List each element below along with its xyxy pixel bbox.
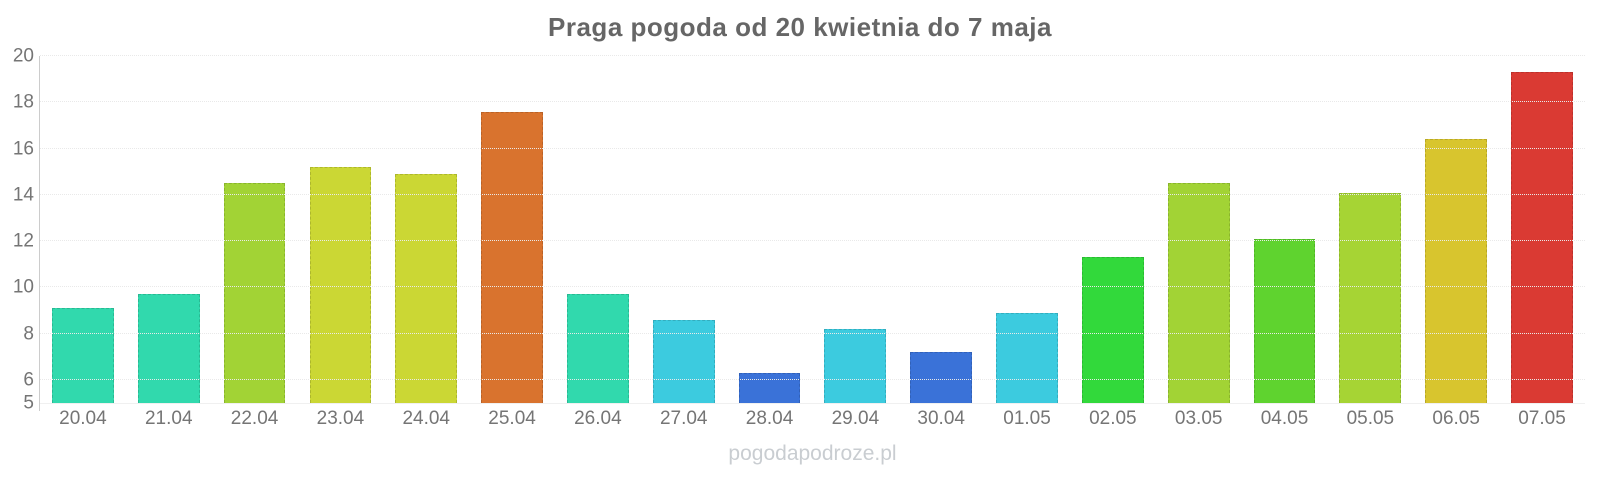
bar-29.04 (824, 328, 887, 403)
bar-slot-01.05 (984, 56, 1070, 403)
bar-01.05 (996, 312, 1058, 403)
gridline-6 (40, 378, 1585, 380)
x-tick-label-05.05: 05.05 (1346, 408, 1395, 429)
y-tick-label-5: 5 (23, 392, 34, 414)
y-tick-label-18: 18 (12, 91, 34, 113)
x-tick-label-26.04: 26.04 (574, 408, 622, 429)
bar-02.05 (1081, 257, 1144, 403)
x-tick-label-02.05: 02.05 (1089, 408, 1137, 429)
x-tick-label-21.04: 21.04 (144, 408, 193, 429)
x-tick-label-07.05: 07.05 (1518, 408, 1566, 429)
x-tick-label-20.04: 20.04 (59, 408, 107, 429)
bar-06.05 (1425, 139, 1488, 403)
y-tick-label-14: 14 (12, 184, 34, 206)
bar-slot-06.05 (1413, 56, 1499, 403)
x-tick-label-03.05: 03.05 (1174, 408, 1223, 429)
x-tick-label-24.04: 24.04 (402, 408, 450, 429)
bar-slot-26.04 (555, 56, 641, 403)
gridline-8 (40, 332, 1585, 334)
x-tick-label-27.04: 27.04 (659, 408, 708, 429)
bar-slot-20.04 (40, 56, 126, 403)
bar-slot-21.04 (126, 56, 212, 403)
bar-slot-07.05 (1499, 56, 1585, 403)
x-tick-label-29.04: 29.04 (831, 408, 880, 429)
bar-22.04 (223, 183, 286, 403)
y-tick-label-6: 6 (23, 369, 34, 391)
x-tick-label-01.05: 01.05 (1003, 408, 1051, 429)
x-tick-label-28.04: 28.04 (745, 408, 794, 429)
bar-slot-24.04 (383, 56, 469, 403)
bar-slot-27.04 (641, 56, 727, 403)
watermark: pogodapodroze.pl (728, 442, 897, 465)
bar-20.04 (52, 308, 114, 403)
gridline-12 (40, 240, 1585, 242)
bar-slot-23.04 (297, 56, 383, 403)
y-tick-label-16: 16 (12, 138, 34, 160)
y-axis-line (39, 56, 40, 411)
bars-row (40, 56, 1585, 403)
bar-26.04 (566, 294, 629, 403)
bar-30.04 (910, 352, 973, 403)
bar-slot-22.04 (212, 56, 298, 403)
bar-slot-25.04 (469, 56, 555, 403)
bar-slot-04.05 (1242, 56, 1328, 403)
y-tick-label-20: 20 (12, 45, 34, 67)
x-axis-tick-labels: 20.04 21.04 22.04 23.04 24.04 25.04 26.04 27.04… (40, 408, 1585, 430)
x-tick-label-23.04: 23.04 (316, 408, 365, 429)
x-tick-label-22.04: 22.04 (230, 408, 279, 429)
bar-slot-03.05 (1156, 56, 1242, 403)
gridline-20 (40, 55, 1585, 56)
y-tick-label-10: 10 (12, 276, 34, 298)
chart-title: Praga pogoda od 20 kwietnia do 7 maja (548, 12, 1052, 42)
bar-slot-02.05 (1070, 56, 1156, 403)
y-axis-tick-labels: 20 18 16 14 12 10 8 6 5 (0, 47, 34, 413)
bar-24.04 (395, 173, 458, 403)
bar-28.04 (738, 372, 801, 403)
gridline-14 (40, 193, 1585, 195)
bar-07.05 (1511, 72, 1573, 403)
x-tick-label-30.04: 30.04 (917, 408, 965, 429)
plot-area (40, 55, 1585, 404)
x-tick-label-25.04: 25.04 (488, 408, 536, 429)
bar-04.05 (1253, 238, 1316, 403)
bar-25.04 (481, 111, 543, 403)
y-tick-label-12: 12 (12, 230, 34, 252)
bar-slot-30.04 (898, 56, 984, 403)
bar-slot-05.05 (1327, 56, 1413, 403)
gridline-16 (40, 147, 1585, 149)
bar-slot-29.04 (812, 56, 898, 403)
bar-27.04 (652, 319, 715, 403)
bar-23.04 (309, 167, 372, 403)
gridline-10 (40, 286, 1585, 288)
bar-slot-28.04 (727, 56, 813, 403)
x-tick-label-06.05: 06.05 (1432, 408, 1480, 429)
bar-21.04 (137, 294, 200, 403)
bar-03.05 (1167, 183, 1230, 403)
gridline-18 (40, 101, 1585, 103)
y-tick-label-8: 8 (23, 323, 34, 345)
bar-05.05 (1339, 192, 1402, 403)
x-tick-label-04.05: 04.05 (1260, 408, 1309, 429)
